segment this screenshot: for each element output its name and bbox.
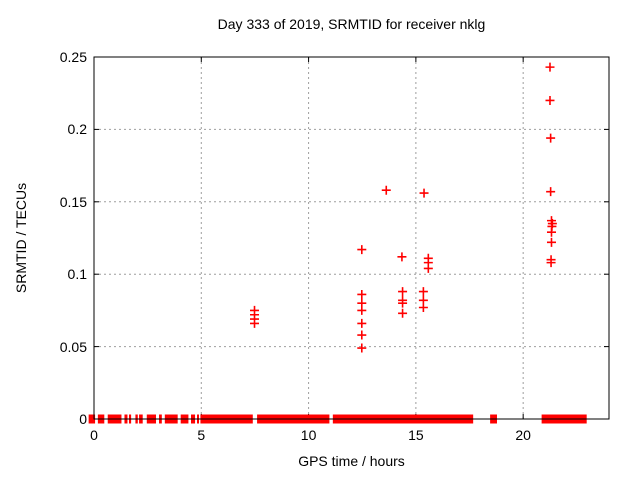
x-axis-label: GPS time / hours [298, 453, 405, 469]
chart-title: Day 333 of 2019, SRMTID for receiver nkl… [217, 16, 486, 32]
plot-border [93, 56, 610, 420]
x-tick-label: 10 [300, 427, 317, 443]
x-tick-label: 0 [90, 427, 98, 443]
x-tick-label: 5 [197, 427, 206, 443]
x-tick-label: 20 [515, 427, 531, 443]
y-tick-label: 0.15 [59, 193, 87, 210]
y-tick-label: 0.05 [59, 338, 87, 355]
x-tick-label: 15 [408, 427, 424, 443]
scatter-points-SRMTID [250, 62, 557, 353]
y-tick-label: 0 [79, 411, 87, 427]
y-tick-label: 0.1 [67, 266, 87, 283]
y-tick-label: 0.2 [67, 121, 87, 138]
y-tick-label: 0.25 [59, 49, 87, 65]
baseline-marker-band [88, 414, 96, 424]
